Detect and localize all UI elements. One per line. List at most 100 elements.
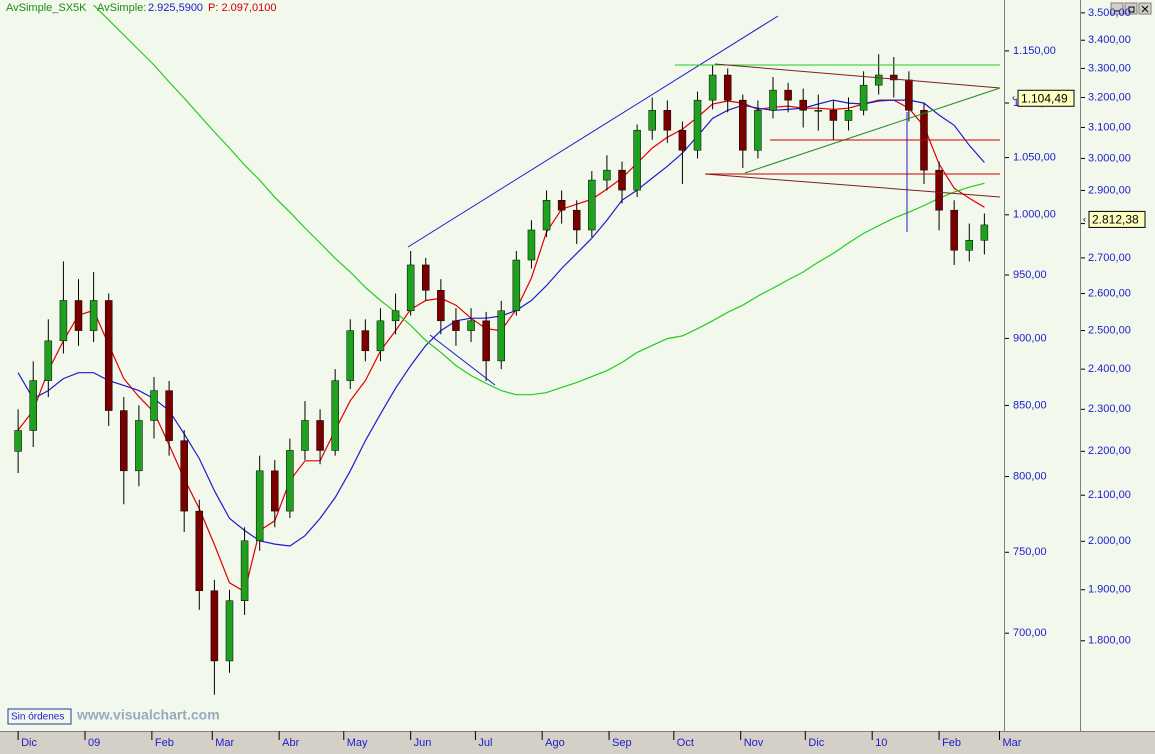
candle-body — [406, 264, 415, 312]
candle-body — [150, 390, 158, 421]
candle-body — [859, 84, 868, 111]
y-tick-label: 1.050,00 — [1013, 152, 1056, 164]
candle-body — [708, 74, 717, 101]
y-tick-label: 850,00 — [1013, 399, 1047, 411]
price-marker-label: 1.104,49 — [1021, 91, 1068, 105]
trendlines — [407, 15, 1001, 386]
y-tick-label: 2.100,00 — [1088, 489, 1131, 501]
candle-body — [376, 320, 385, 352]
candle-body — [452, 320, 460, 331]
candle-body — [512, 259, 521, 312]
y-tick-label: 1.800,00 — [1088, 635, 1131, 647]
candle-body — [799, 99, 807, 111]
y-tick-label: 1.150,00 — [1013, 45, 1056, 57]
plot-area — [0, 0, 1004, 731]
y-tick-label: 2.300,00 — [1088, 403, 1131, 415]
y-tick-label: 3.400,00 — [1088, 34, 1131, 46]
x-tick-label: Jun — [414, 737, 432, 749]
x-tick-label: May — [347, 737, 368, 749]
candle-body — [890, 74, 898, 81]
candle-body — [240, 540, 249, 601]
price-marker — [1017, 89, 1075, 107]
window-button-icons — [1114, 5, 1149, 13]
candle-body — [104, 300, 113, 411]
x-tick-label: Feb — [942, 737, 961, 749]
candle-body — [422, 264, 430, 291]
candle-body — [255, 470, 264, 542]
y-tick-label: 3.000,00 — [1088, 152, 1131, 164]
trendline — [714, 63, 1001, 89]
series-layer — [14, 4, 989, 695]
moving-average-line — [93, 4, 985, 396]
x-tick-label: Dic — [808, 737, 824, 749]
candle-body — [271, 470, 279, 512]
header-name: AvSimple_SX5K — [6, 2, 87, 14]
minimize-button[interactable] — [1110, 2, 1124, 15]
candle-body — [44, 340, 53, 381]
candle-body — [527, 229, 536, 261]
candle-body — [572, 209, 581, 231]
x-tick-label: Mar — [1002, 737, 1021, 749]
status-text[interactable]: Sin órdenes — [11, 712, 64, 723]
candle-body — [542, 200, 551, 231]
price-marker-arrow: ‹ — [1012, 93, 1015, 103]
trendline — [429, 334, 496, 386]
candle-body — [874, 74, 883, 86]
x-tick-label: Mar — [215, 737, 234, 749]
y-tick-label: 2.900,00 — [1088, 184, 1131, 196]
y-tick-label: 2.400,00 — [1088, 363, 1131, 375]
candle-body — [210, 590, 219, 662]
x-tick-label: Oct — [677, 737, 694, 749]
header-value: 2.925,5900 — [148, 2, 203, 14]
candle-body — [331, 380, 339, 451]
price-marker — [1088, 210, 1146, 228]
maximize-button[interactable] — [1124, 2, 1138, 15]
x-tick-label: Ago — [545, 737, 565, 749]
y-tick-label: 800,00 — [1013, 470, 1047, 482]
candle-body — [723, 74, 732, 101]
candle-body — [225, 600, 234, 662]
y-tick-label: 2.600,00 — [1088, 287, 1131, 299]
y-tick-label: 1.000,00 — [1013, 209, 1056, 221]
price-marker-arrow: ‹ — [1083, 214, 1086, 224]
candle-body — [74, 300, 83, 331]
candle-body — [195, 510, 204, 591]
left-axis-panel — [1005, 0, 1080, 731]
x-tick-label: Jul — [478, 737, 492, 749]
candle-body — [497, 310, 505, 362]
y-tick-label: 700,00 — [1013, 627, 1047, 639]
candle-body — [648, 110, 656, 131]
candle-body — [769, 89, 777, 111]
x-tick-label: Feb — [155, 737, 174, 749]
trendline — [744, 87, 1001, 174]
candle-body — [844, 110, 853, 121]
x-axis-panel — [0, 731, 1155, 749]
y-tick-label: 3.300,00 — [1088, 62, 1131, 74]
y-tick-label: 3.500,00 — [1088, 7, 1131, 19]
watermark: www.visualchart.com — [76, 707, 220, 723]
candle-body — [829, 110, 838, 121]
header-label: AvSimple: — [97, 2, 146, 14]
trendline — [704, 173, 1001, 198]
candle-body — [784, 89, 792, 101]
candle-body — [814, 110, 823, 112]
x-tick-label: Sep — [612, 737, 632, 749]
candle-body — [935, 169, 943, 211]
candle-body — [482, 320, 490, 362]
candle-body — [301, 420, 309, 451]
candle-body — [950, 209, 958, 251]
y-tick-label: 2.000,00 — [1088, 535, 1131, 547]
candle-body — [467, 320, 475, 331]
status-box[interactable] — [7, 708, 72, 725]
candle-body — [14, 430, 22, 452]
candle-body — [603, 169, 611, 181]
candle-body — [316, 420, 324, 451]
candle-body — [120, 410, 128, 472]
candle-body — [361, 330, 370, 352]
candle-body — [678, 129, 687, 151]
candle-body — [89, 300, 98, 331]
candle-body — [437, 290, 445, 322]
candle-body — [165, 390, 173, 441]
right-axis-panel — [1081, 0, 1155, 731]
